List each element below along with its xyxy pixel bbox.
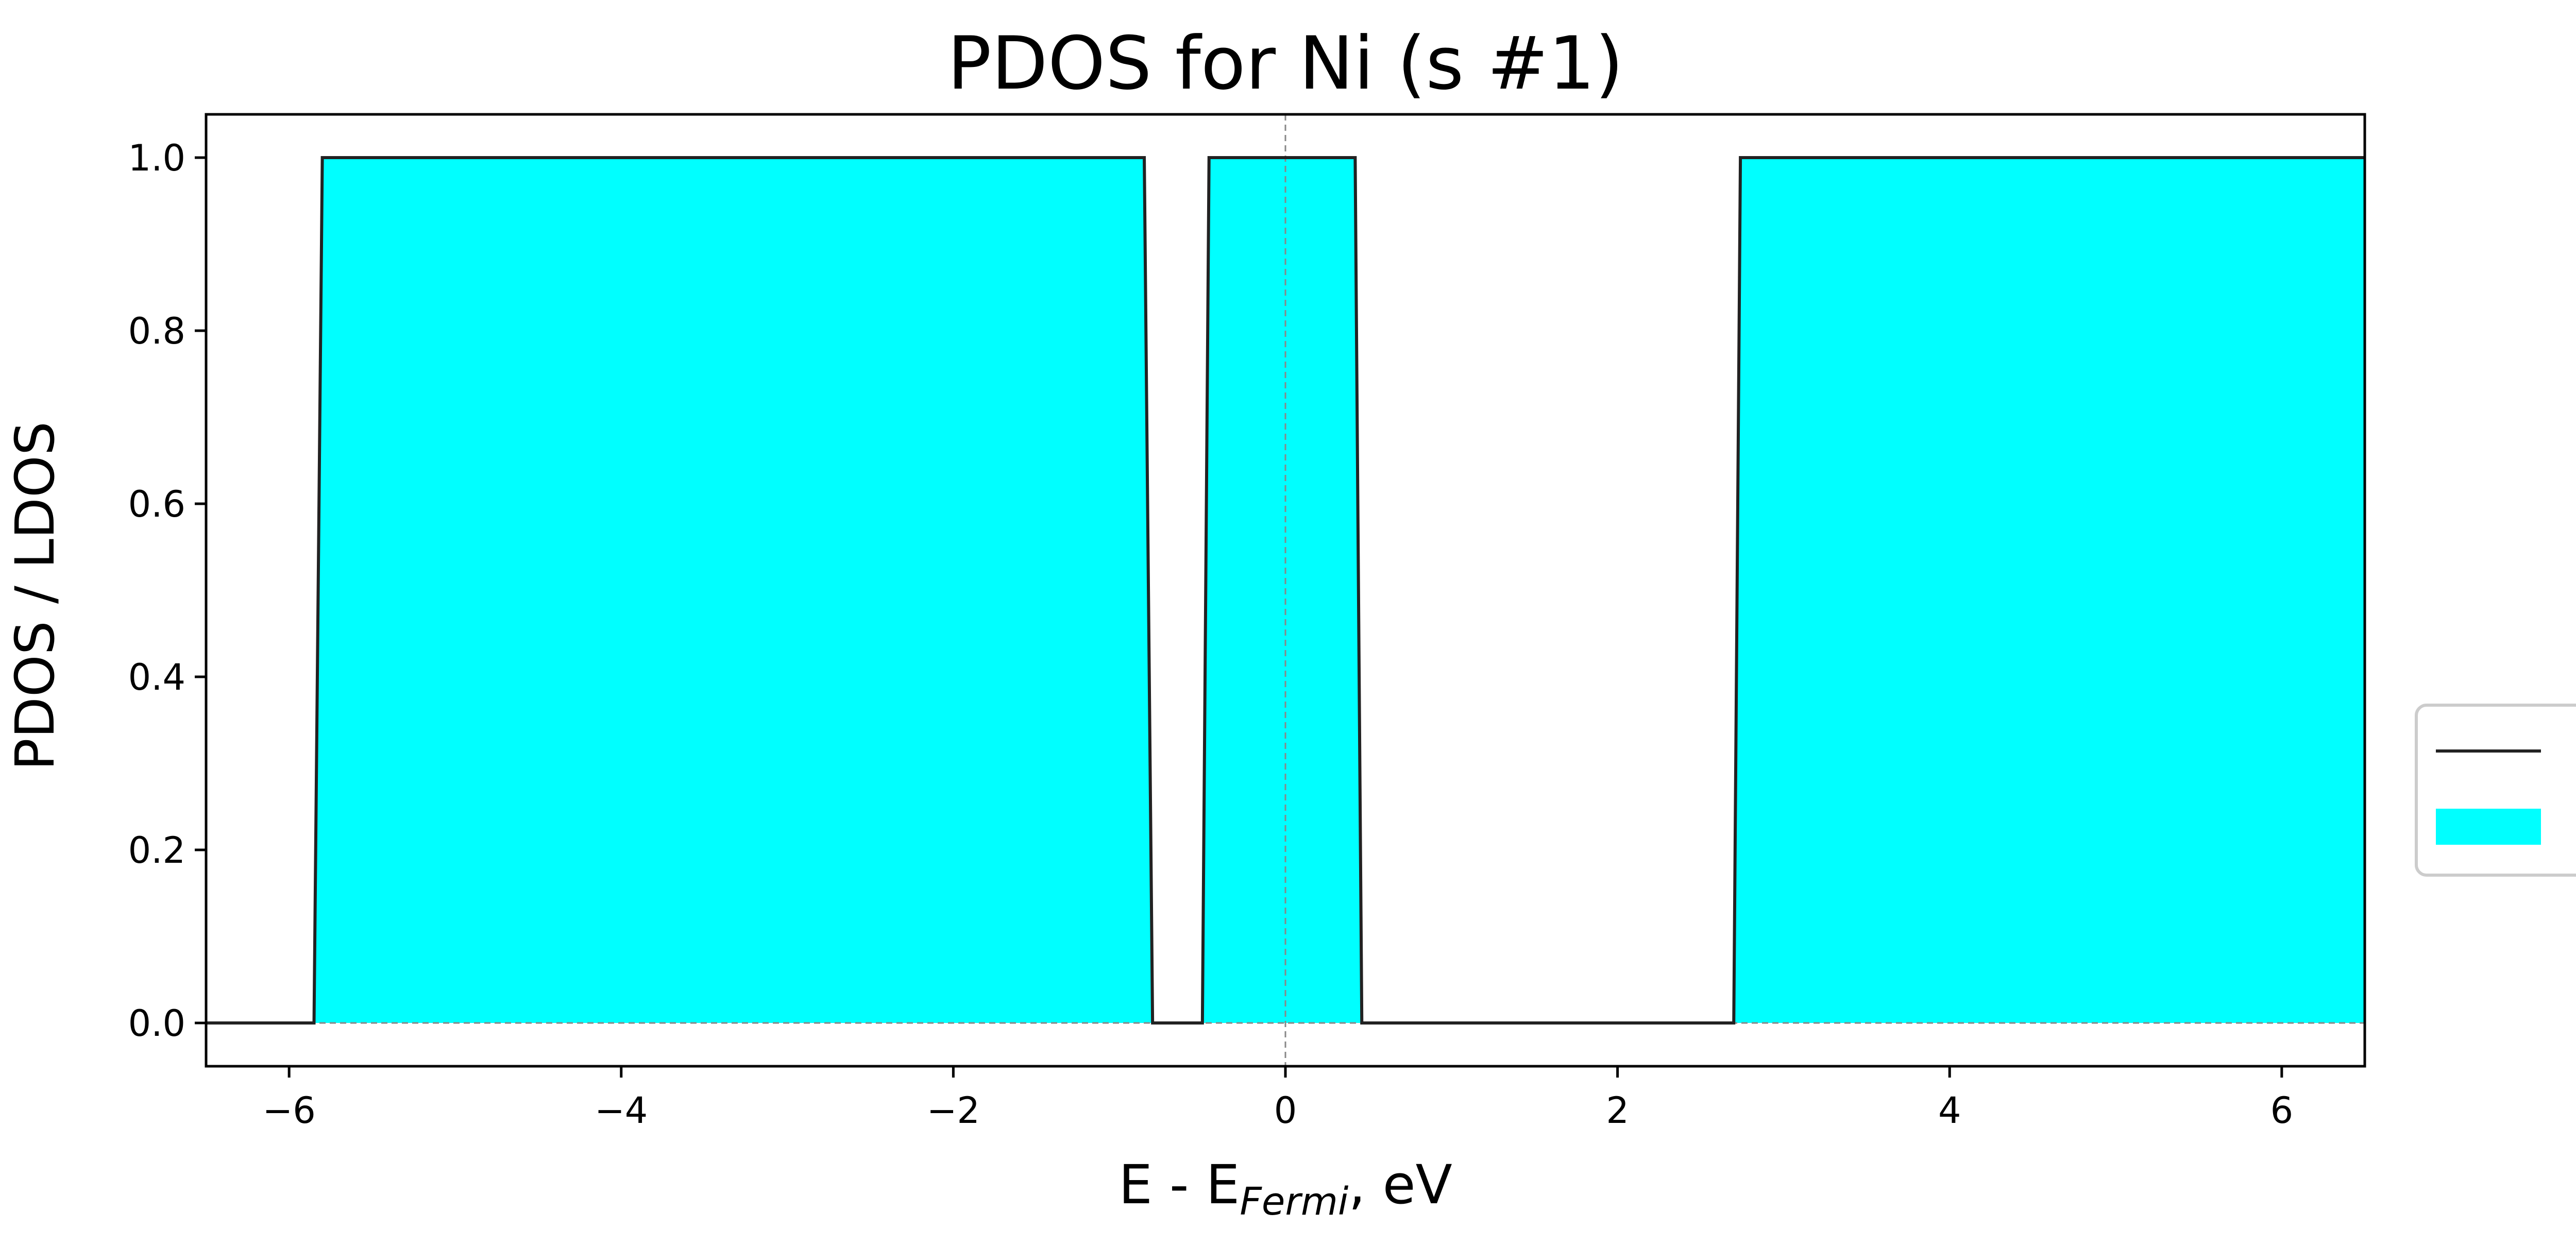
y-axis-ticks: 0.0 0.2 0.4 0.6 0.8 1.0 [128,137,206,1045]
y-tick-label: 1.0 [128,137,185,179]
x-axis-label-subscript: Fermi [1240,1180,1349,1224]
legend-fill-swatch [2436,809,2541,845]
x-tick-label: 6 [2270,1089,2294,1132]
x-axis-label: E - EFermi, eV [1118,1153,1452,1224]
series-line [206,156,2365,1025]
y-tick-label: 0.6 [128,483,185,525]
chart-title: PDOS for Ni (s #1) [947,21,1623,106]
x-tick-label: −2 [927,1089,980,1132]
x-axis-ticks: −6 −4 −2 0 2 4 6 [263,1066,2294,1132]
y-tick-label: 0.8 [128,310,185,352]
x-axis-label-suffix: , eV [1349,1153,1452,1216]
x-axis-label-prefix: E - E [1118,1153,1240,1216]
y-tick-label: 0.0 [128,1002,185,1045]
y-axis-label: PDOS / LDOS [4,421,66,771]
y-tick-label: 0.2 [128,829,185,872]
y-tick-label: 0.4 [128,656,185,698]
x-tick-label: 0 [1274,1089,1297,1132]
legend: s s [2415,704,2576,877]
legend-frame [2415,704,2576,877]
x-tick-label: −4 [595,1089,648,1132]
x-tick-label: −6 [263,1089,316,1132]
x-tick-label: 4 [1938,1089,1961,1132]
plot-area [205,113,2366,1068]
x-tick-label: 2 [1606,1089,1629,1132]
